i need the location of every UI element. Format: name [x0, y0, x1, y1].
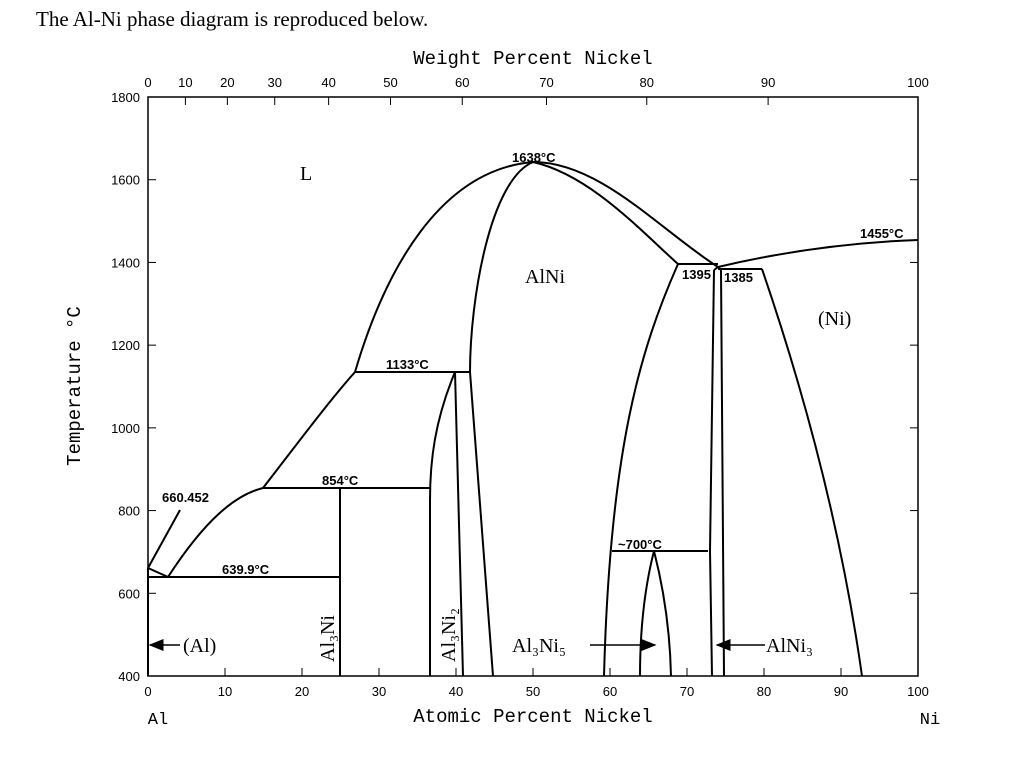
y-tick-label: 400: [118, 669, 140, 684]
temp-label: 639.9°C: [222, 562, 270, 577]
phase-label: Al₃Ni₂: [438, 608, 460, 662]
al-end: Al: [148, 711, 168, 730]
left-axis-title: Temperature °C: [64, 306, 86, 466]
x-tick-label: 70: [680, 684, 694, 699]
y-tick-label: 1200: [111, 338, 140, 353]
y-tick-label: 1600: [111, 173, 140, 188]
phase-label: (Al): [183, 635, 216, 657]
top-tick-label: 50: [383, 75, 397, 90]
top-tick-label: 40: [321, 75, 335, 90]
phase-label: L: [300, 163, 312, 185]
top-tick-label: 70: [539, 75, 553, 90]
x-tick-label: 0: [144, 684, 151, 699]
phase-label: Al₃Ni₅: [512, 635, 566, 657]
top-tick-label: 30: [267, 75, 281, 90]
temp-label: ~700°C: [618, 537, 662, 552]
phase-label: AlNi₃: [766, 635, 813, 657]
x-tick-label: 40: [449, 684, 463, 699]
phase-boundaries: [147, 160, 919, 677]
y-tick-label: 1000: [111, 421, 140, 436]
y-tick-label: 1800: [111, 90, 140, 105]
top-tick-label: 100: [907, 75, 929, 90]
top-tick-label: 80: [640, 75, 654, 90]
y-tick-label: 1400: [111, 255, 140, 270]
temp-label: 854°C: [322, 473, 359, 488]
top-tick-label: 0: [144, 75, 151, 90]
x-tick-label: 20: [295, 684, 309, 699]
y-tick-label: 600: [118, 586, 140, 601]
x-tick-label: 60: [603, 684, 617, 699]
x-tick-label: 90: [834, 684, 848, 699]
phase-label: (Ni): [818, 308, 851, 330]
x-tick-label: 50: [526, 684, 540, 699]
temp-label: 660.452: [162, 490, 209, 505]
phase-label: AlNi: [525, 266, 565, 288]
temp-label: 1133°C: [386, 357, 429, 372]
frame: [147, 96, 919, 677]
temp-label: 1385: [724, 270, 753, 285]
top-tick-label: 10: [178, 75, 192, 90]
bottom-axis-title: Atomic Percent Nickel: [413, 706, 652, 728]
top-tick-label: 20: [220, 75, 234, 90]
top-tick-label: 60: [455, 75, 469, 90]
x-tick-label: 10: [218, 684, 232, 699]
labels: L 1638°C 1455°C AlNi 1395 1385 (Ni) 1133…: [162, 150, 904, 662]
temp-label: 1395: [682, 267, 711, 282]
temp-label: 1455°C: [860, 226, 904, 241]
phase-label: Al₃Ni: [317, 615, 339, 662]
ni-end: Ni: [920, 711, 940, 730]
top-tick-label: 90: [761, 75, 775, 90]
intro: The Al-Ni phase diagram is reproduced be…: [36, 7, 428, 31]
x-tick-label: 30: [372, 684, 386, 699]
x-tick-label: 100: [907, 684, 929, 699]
y-tick-label: 800: [118, 504, 140, 519]
top-axis-title: Weight Percent Nickel: [413, 48, 652, 70]
x-tick-label: 80: [757, 684, 771, 699]
temp-label: 1638°C: [512, 150, 556, 165]
